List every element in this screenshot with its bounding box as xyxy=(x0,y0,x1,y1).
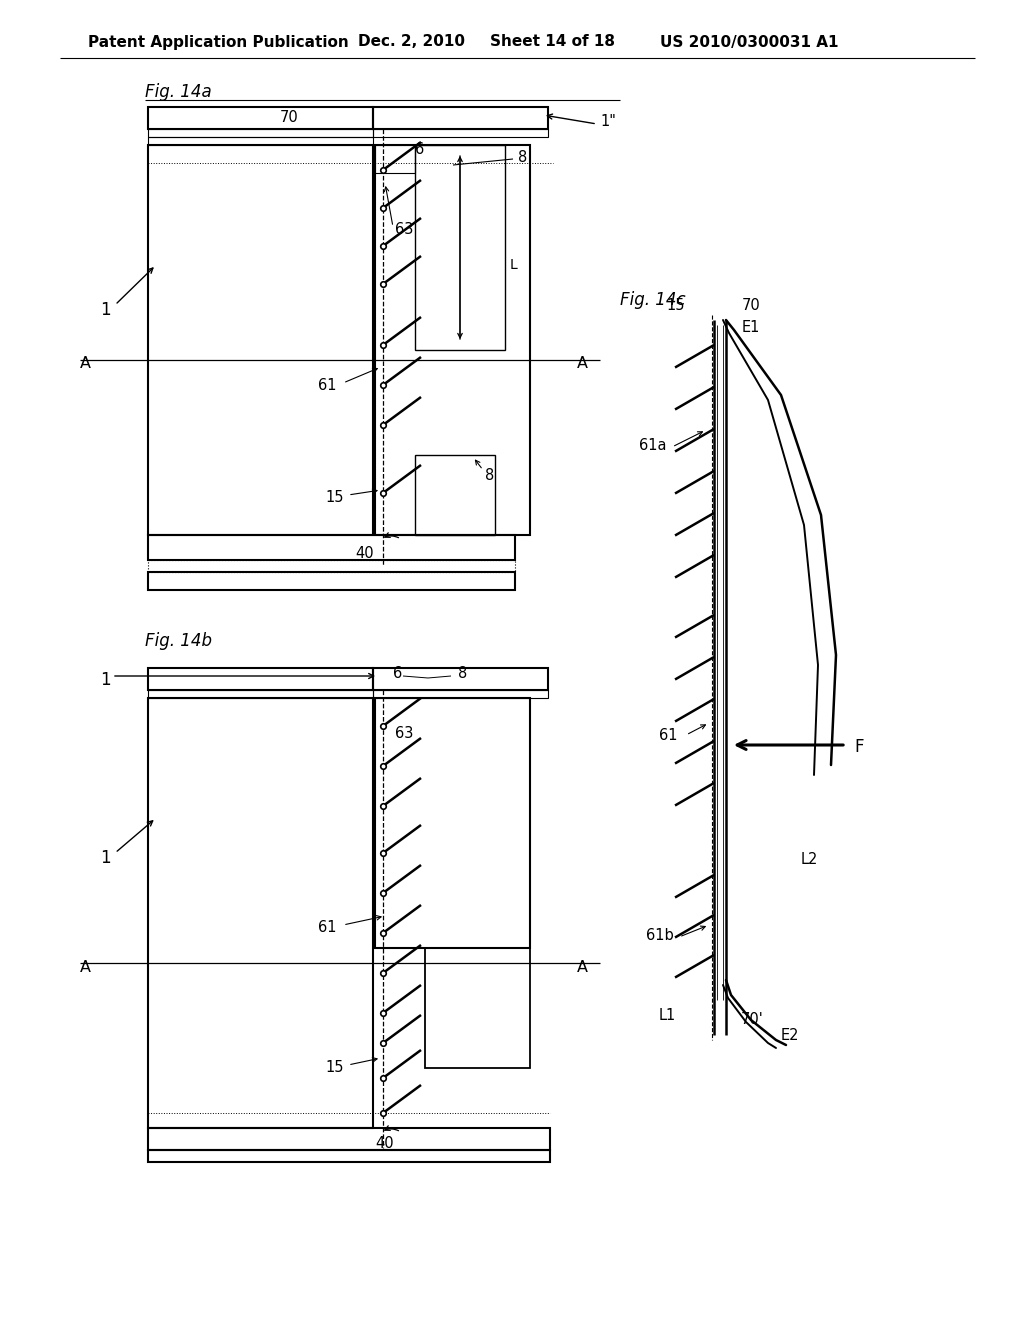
Text: F: F xyxy=(854,738,863,756)
Text: 8: 8 xyxy=(485,467,495,483)
Bar xyxy=(148,1150,550,1162)
Bar xyxy=(148,560,515,572)
Text: Sheet 14 of 18: Sheet 14 of 18 xyxy=(490,34,615,49)
Text: 15: 15 xyxy=(325,490,343,504)
Text: 70: 70 xyxy=(742,297,761,313)
Text: Patent Application Publication: Patent Application Publication xyxy=(88,34,349,49)
Bar xyxy=(375,145,415,173)
Text: A: A xyxy=(80,356,91,371)
Bar xyxy=(148,1129,550,1150)
Text: Fig. 14b: Fig. 14b xyxy=(145,632,212,649)
Text: L: L xyxy=(510,257,518,272)
Bar xyxy=(425,948,530,1068)
Text: 63: 63 xyxy=(395,223,414,238)
Bar xyxy=(373,668,548,690)
Bar xyxy=(148,698,373,1129)
Text: A: A xyxy=(577,960,588,974)
Text: 61a: 61a xyxy=(639,437,667,453)
Text: 61: 61 xyxy=(318,378,337,392)
Text: 70': 70' xyxy=(741,1012,764,1027)
Bar xyxy=(375,698,530,948)
Text: 1": 1" xyxy=(600,115,615,129)
Text: 6: 6 xyxy=(393,665,402,681)
Text: 40: 40 xyxy=(375,1137,393,1151)
Bar xyxy=(373,129,548,137)
Text: 61: 61 xyxy=(659,727,678,742)
Text: Fig. 14a: Fig. 14a xyxy=(145,83,212,102)
Text: A: A xyxy=(80,960,91,974)
Text: L2: L2 xyxy=(801,853,818,867)
Bar xyxy=(415,145,505,350)
Bar xyxy=(148,137,373,145)
Text: E1: E1 xyxy=(742,319,761,334)
Text: Dec. 2, 2010: Dec. 2, 2010 xyxy=(358,34,465,49)
Text: 61b: 61b xyxy=(646,928,674,942)
Text: L1: L1 xyxy=(659,1007,676,1023)
Text: 1: 1 xyxy=(100,671,111,689)
Bar xyxy=(148,535,515,560)
Bar xyxy=(148,690,373,698)
Text: 8: 8 xyxy=(458,665,467,681)
Text: 15: 15 xyxy=(325,1060,343,1076)
Bar xyxy=(415,455,495,535)
Bar xyxy=(373,107,548,129)
Text: 1: 1 xyxy=(100,301,111,319)
Text: A: A xyxy=(577,356,588,371)
Text: 61: 61 xyxy=(318,920,337,936)
Text: 8: 8 xyxy=(518,149,527,165)
Bar xyxy=(148,572,515,590)
Text: 6: 6 xyxy=(415,143,424,157)
Bar xyxy=(148,107,373,129)
Text: E2: E2 xyxy=(781,1027,800,1043)
Bar xyxy=(148,129,373,137)
Text: Fig. 14c: Fig. 14c xyxy=(620,290,686,309)
Bar xyxy=(148,145,373,535)
Text: 15: 15 xyxy=(666,297,684,313)
Text: 1: 1 xyxy=(100,849,111,867)
Text: US 2010/0300031 A1: US 2010/0300031 A1 xyxy=(660,34,839,49)
Bar xyxy=(373,690,548,698)
Bar xyxy=(148,668,373,690)
Text: 70: 70 xyxy=(280,110,299,124)
Bar xyxy=(375,145,530,535)
Text: 40: 40 xyxy=(355,545,374,561)
Text: 63: 63 xyxy=(395,726,414,741)
